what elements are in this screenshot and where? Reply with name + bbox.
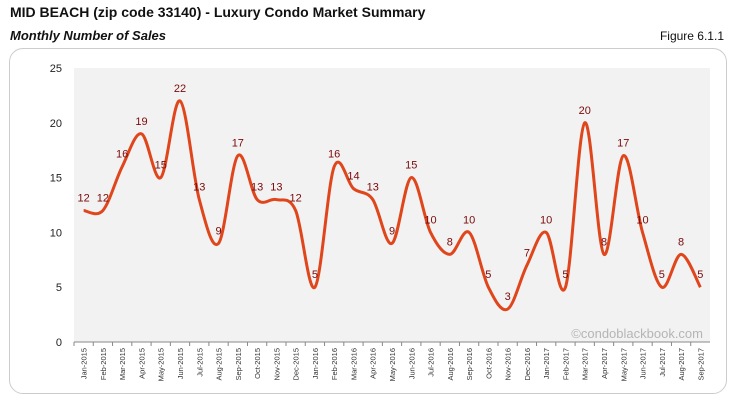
x-tick-label: May-2016 <box>388 348 397 381</box>
data-label: 12 <box>290 192 302 204</box>
data-label: 20 <box>579 105 591 117</box>
data-label: 5 <box>697 269 703 281</box>
y-tick-label: 10 <box>50 227 62 239</box>
chart-frame <box>9 48 727 394</box>
x-tick-label: Dec-2016 <box>523 348 532 381</box>
data-label: 15 <box>155 160 167 172</box>
x-tick-label: Feb-2017 <box>561 348 570 380</box>
x-tick-label: Sep-2015 <box>234 348 243 381</box>
x-tick-label: Mar-2017 <box>581 348 590 380</box>
data-label: 9 <box>389 225 395 237</box>
data-label: 8 <box>447 236 453 248</box>
page-title: MID BEACH (zip code 33140) - Luxury Cond… <box>10 4 426 20</box>
data-label: 13 <box>193 182 205 194</box>
data-label: 5 <box>312 269 318 281</box>
data-label: 13 <box>367 182 379 194</box>
data-label: 17 <box>232 138 244 150</box>
x-tick-label: Feb-2016 <box>330 348 339 380</box>
x-tick-label: Aug-2017 <box>677 348 686 381</box>
series-line <box>83 99 702 312</box>
x-tick-label: May-2015 <box>157 348 166 381</box>
data-label: 5 <box>562 269 568 281</box>
x-tick-label: Apr-2017 <box>600 348 609 379</box>
y-tick-label: 20 <box>50 118 62 130</box>
data-label: 3 <box>505 291 511 303</box>
watermark: ©condoblackbook.com <box>571 326 703 341</box>
x-tick-label: Aug-2016 <box>446 348 455 381</box>
data-label: 8 <box>601 236 607 248</box>
x-tick-label: Aug-2015 <box>215 348 224 381</box>
y-tick-label: 25 <box>50 63 62 75</box>
data-label: 10 <box>636 214 648 226</box>
x-tick-label: Jul-2015 <box>195 348 204 377</box>
x-tick-label: Jan-2015 <box>80 348 89 379</box>
x-tick-label: Feb-2015 <box>99 348 108 380</box>
y-tick-label: 15 <box>50 173 62 185</box>
x-tick-label: Oct-2015 <box>253 348 262 379</box>
data-label: 16 <box>328 149 340 161</box>
x-tick-label: Sep-2016 <box>465 348 474 381</box>
x-tick-label: Nov-2016 <box>504 348 513 381</box>
x-tick-label: May-2017 <box>619 348 628 381</box>
y-tick-label: 5 <box>56 282 62 294</box>
data-label: 10 <box>424 214 436 226</box>
x-tick-label: Jul-2016 <box>427 348 436 377</box>
data-label: 16 <box>116 149 128 161</box>
data-label: 17 <box>617 138 629 150</box>
x-tick-label: Jul-2017 <box>658 348 667 377</box>
x-tick-label: Mar-2016 <box>349 348 358 380</box>
data-label: 19 <box>135 116 147 128</box>
x-tick-label: Jun-2016 <box>407 348 416 379</box>
data-label: 15 <box>405 160 417 172</box>
data-label: 5 <box>485 269 491 281</box>
data-label: 7 <box>524 247 530 259</box>
data-label: 13 <box>251 182 263 194</box>
x-tick-label: Jan-2017 <box>542 348 551 379</box>
y-tick-label: 0 <box>56 337 62 349</box>
data-label: 8 <box>678 236 684 248</box>
data-label: 22 <box>174 83 186 95</box>
x-tick-label: Apr-2015 <box>137 348 146 379</box>
data-label: 10 <box>463 214 475 226</box>
data-label: 9 <box>215 225 221 237</box>
data-label: 12 <box>78 192 90 204</box>
x-tick-label: Sep-2017 <box>696 348 705 381</box>
data-label: 10 <box>540 214 552 226</box>
data-label: 5 <box>659 269 665 281</box>
figure-number: Figure 6.1.1 <box>659 29 724 43</box>
x-tick-label: Dec-2015 <box>292 348 301 381</box>
x-tick-label: Oct-2016 <box>484 348 493 379</box>
data-label: 14 <box>347 171 359 183</box>
data-label: 13 <box>270 182 282 194</box>
x-tick-label: Nov-2015 <box>272 348 281 381</box>
x-tick-label: Jun-2015 <box>176 348 185 379</box>
data-label: 12 <box>97 192 109 204</box>
chart-subtitle: Monthly Number of Sales <box>10 28 167 43</box>
x-tick-label: Mar-2015 <box>118 348 127 380</box>
x-tick-label: Jun-2017 <box>639 348 648 379</box>
plot-area <box>74 68 710 342</box>
x-tick-label: Apr-2016 <box>369 348 378 379</box>
x-tick-label: Jan-2016 <box>311 348 320 379</box>
